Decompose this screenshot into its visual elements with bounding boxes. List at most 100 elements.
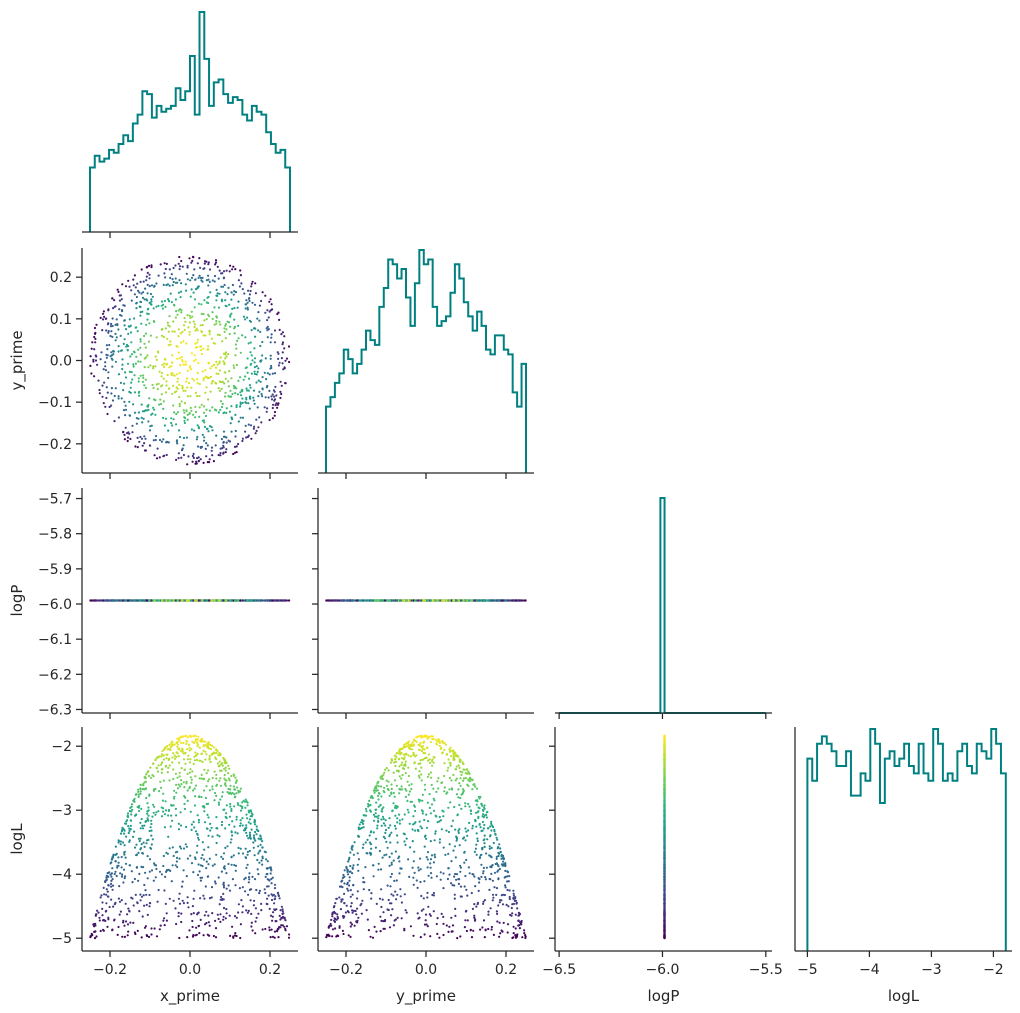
scatter-point	[147, 774, 151, 778]
scatter-point	[197, 836, 200, 839]
scatter-point	[270, 333, 273, 336]
scatter-point	[197, 361, 200, 365]
scatter-point	[222, 270, 226, 273]
scatter-point	[144, 378, 147, 381]
scatter-point	[111, 335, 114, 338]
scatter-point	[189, 810, 192, 813]
scatter-point	[215, 372, 218, 375]
scatter-point	[124, 920, 128, 923]
scatter-point	[215, 841, 218, 845]
scatter-point	[110, 861, 113, 864]
scatter-point	[111, 867, 114, 870]
scatter-point	[211, 317, 214, 321]
scatter-point	[144, 780, 147, 783]
scatter-point	[119, 294, 122, 297]
scatter-point	[207, 834, 210, 837]
scatter-point	[171, 392, 174, 395]
scatter-point	[233, 915, 237, 918]
scatter-point	[123, 324, 126, 327]
scatter-point	[205, 386, 208, 389]
y-tick-label: −0.1	[38, 395, 72, 411]
scatter-point	[283, 347, 286, 350]
scatter-point	[278, 328, 281, 331]
scatter-point	[162, 792, 165, 795]
scatter-point	[178, 435, 182, 439]
scatter-point	[185, 740, 189, 743]
scatter-point	[155, 599, 158, 602]
scatter-point	[224, 391, 227, 394]
scatter-point	[248, 293, 251, 296]
scatter-point	[182, 453, 185, 457]
x-axis-hist-y-prime	[318, 472, 534, 479]
scatter-point	[114, 901, 117, 905]
scatter-point	[275, 920, 278, 923]
scatter-point	[145, 893, 148, 896]
scatter-point	[153, 862, 156, 865]
scatter-point	[111, 878, 114, 881]
scatter-point	[246, 389, 249, 392]
scatter-point	[254, 839, 257, 842]
scatter-point	[140, 807, 143, 811]
scatter-point	[186, 418, 189, 421]
scatter-point	[140, 416, 143, 419]
scatter-point	[266, 372, 269, 375]
scatter-point	[100, 894, 103, 897]
scatter-point	[192, 912, 195, 915]
scatter-point	[276, 930, 279, 933]
scatter-point	[185, 780, 188, 784]
scatter-point	[244, 424, 247, 427]
scatter-point	[215, 294, 218, 297]
scatter-point	[141, 824, 144, 828]
scatter-point	[197, 735, 200, 738]
scatter-point	[177, 822, 180, 825]
scatter-point	[201, 370, 204, 373]
scatter-point	[164, 764, 168, 768]
scatter-point	[139, 353, 142, 356]
scatter-point	[175, 755, 178, 758]
scatter-point	[207, 274, 210, 277]
scatter-point	[128, 840, 131, 844]
scatter-point	[133, 846, 137, 849]
scatter-point	[114, 323, 117, 326]
scatter-point	[178, 771, 181, 774]
scatter-point	[225, 411, 228, 414]
scatter-point	[185, 377, 189, 380]
scatter-point	[241, 817, 244, 820]
scatter-point	[93, 335, 96, 339]
scatter-point	[176, 740, 179, 744]
scatter-point	[152, 762, 155, 766]
scatter-point	[244, 890, 247, 893]
scatter-point	[241, 801, 244, 804]
scatter-point	[196, 371, 199, 375]
scatter-point	[167, 344, 170, 347]
scatter-point	[219, 356, 222, 359]
scatter-point	[209, 390, 212, 393]
scatter-point	[208, 897, 212, 900]
scatter-point	[213, 770, 216, 773]
scatter-point	[107, 884, 110, 887]
scatter-point	[160, 440, 163, 443]
y-axis-label: logP	[8, 585, 26, 617]
scatter-point	[191, 919, 194, 923]
scatter-point	[253, 878, 257, 881]
scatter-point	[142, 376, 145, 380]
scatter-point	[143, 788, 146, 791]
scatter-point	[105, 888, 108, 891]
scatter-point	[224, 846, 227, 850]
scatter-point	[248, 407, 251, 410]
scatter-point	[277, 311, 280, 314]
scatter-point	[155, 358, 158, 361]
scatter-point	[233, 290, 236, 293]
scatter-point	[218, 320, 221, 323]
scatter-point	[261, 354, 264, 357]
scatter-point	[387, 769, 390, 772]
scatter-point	[207, 743, 210, 746]
y-axis-label: y_prime	[8, 330, 27, 390]
scatter-point	[267, 894, 270, 897]
scatter-point	[222, 892, 225, 896]
scatter-point	[140, 865, 143, 869]
scatter-point	[139, 827, 142, 830]
scatter-point	[246, 804, 249, 807]
scatter-point	[180, 912, 183, 915]
scatter-point	[192, 379, 196, 382]
